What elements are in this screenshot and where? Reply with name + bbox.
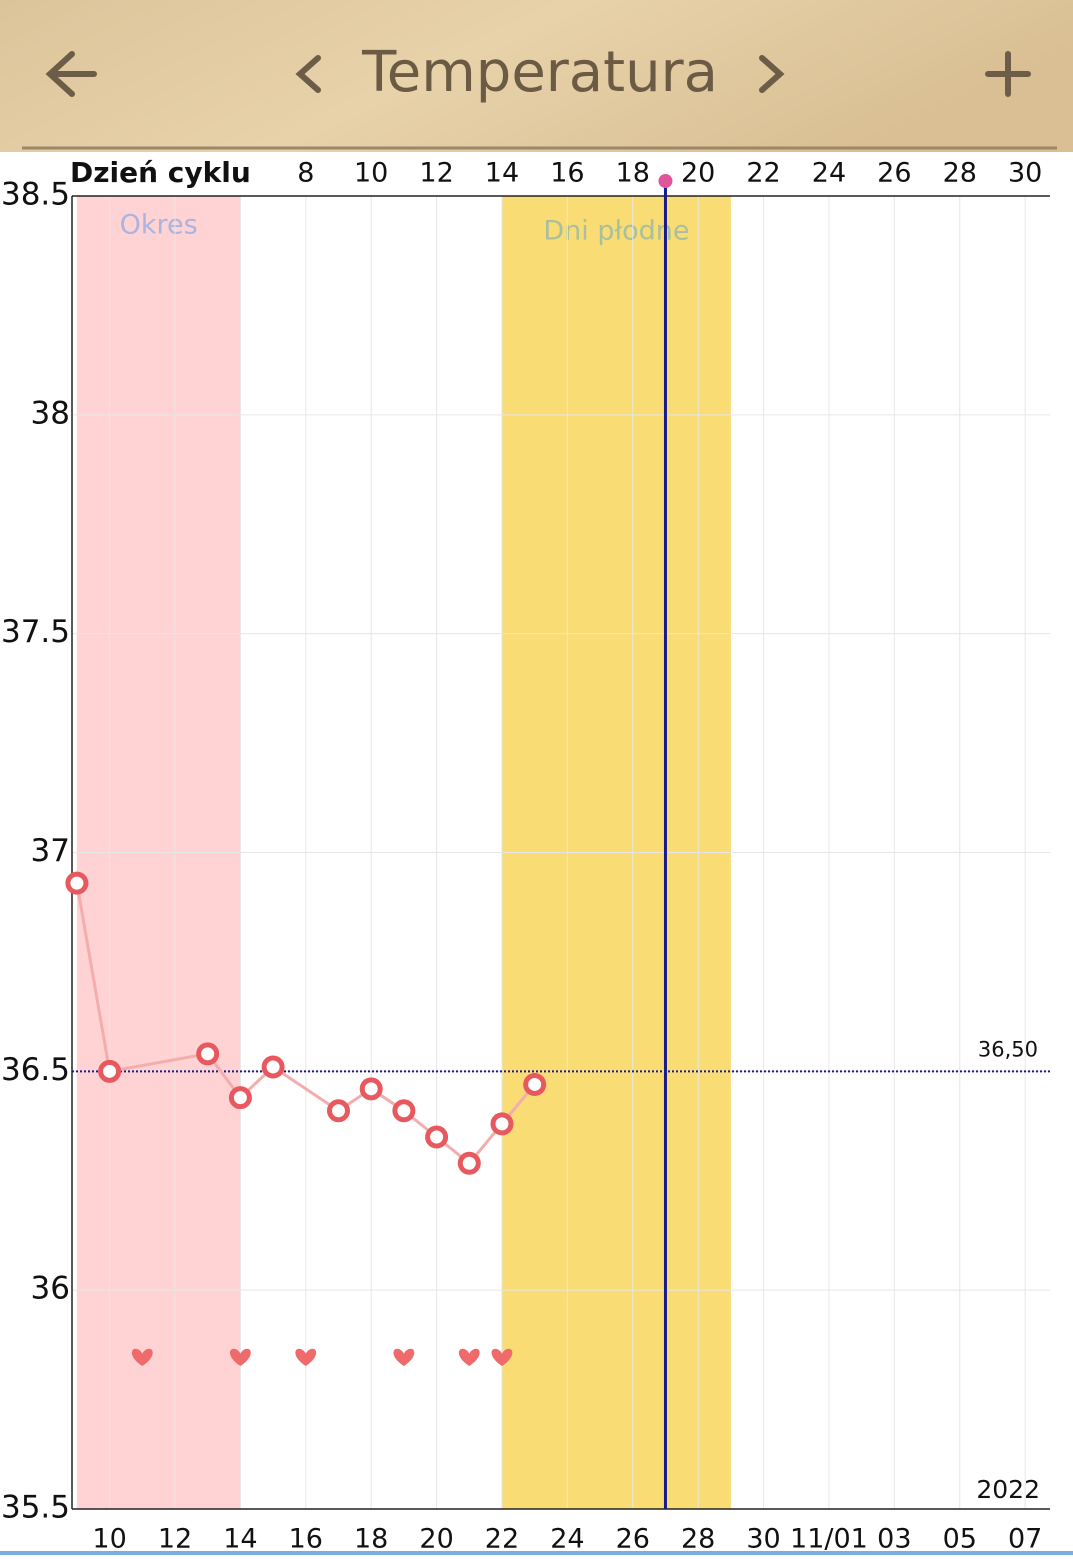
x-tick-label: 24 xyxy=(550,1524,584,1555)
x-top-tick-label: 14 xyxy=(485,158,519,189)
x-top-tick-label: 12 xyxy=(419,158,453,189)
x-top-tick-label: 18 xyxy=(616,158,650,189)
y-tick-label: 35.5 xyxy=(1,1490,70,1526)
temperature-point xyxy=(523,1072,547,1096)
y-tick-label: 38.5 xyxy=(1,177,70,213)
x-tick-label: 26 xyxy=(616,1524,650,1555)
x-tick-label: 05 xyxy=(943,1524,977,1555)
x-top-tick-label: 10 xyxy=(354,158,388,189)
header-title: Temperatura xyxy=(361,40,718,105)
x-top-tick-label: 20 xyxy=(681,158,715,189)
y-tick-label: 38 xyxy=(31,395,70,431)
temperature-point xyxy=(359,1077,383,1101)
heart xyxy=(295,1348,317,1366)
band-label: Okres xyxy=(120,210,198,241)
x-top-tick-label: 28 xyxy=(943,158,977,189)
header-bar xyxy=(0,0,1073,152)
x-tick-label: 22 xyxy=(485,1524,519,1555)
temperature-point xyxy=(392,1099,416,1123)
y-tick-label: 36 xyxy=(31,1271,70,1307)
temperature-point xyxy=(65,871,89,895)
back-button[interactable] xyxy=(45,51,97,97)
x-top-tick-label: 24 xyxy=(812,158,846,189)
heart xyxy=(229,1348,251,1366)
y-tick-label: 37 xyxy=(31,833,70,869)
today-dot xyxy=(658,174,673,188)
band-label: Dni płodne xyxy=(543,216,689,247)
x-top-tick-label: 26 xyxy=(877,158,911,189)
chart: Okres Dni płodne 35.5 36 36.5 37 37.5 38 38.5 10 1… xyxy=(1,156,1050,1555)
temperature-point xyxy=(490,1112,514,1136)
x-tick-label: 16 xyxy=(289,1524,323,1555)
x-top-tick-label: 8 xyxy=(297,158,314,189)
x-axis-title: Dzień cyklu xyxy=(70,156,251,189)
heart xyxy=(491,1348,513,1366)
heart xyxy=(458,1348,480,1366)
x-tick-label: 07 xyxy=(1008,1524,1042,1555)
temperature-point xyxy=(98,1059,122,1083)
temperature-point xyxy=(261,1055,285,1079)
next-button[interactable] xyxy=(759,55,785,93)
reference-label: 36,50 xyxy=(978,1037,1038,1061)
temperature-point xyxy=(425,1125,449,1149)
temperature-point xyxy=(196,1042,220,1066)
x-tick-label: 20 xyxy=(419,1524,453,1555)
heart xyxy=(131,1348,153,1366)
x-tick-label: 28 xyxy=(681,1524,715,1555)
add-button[interactable] xyxy=(985,51,1031,97)
bottom-edge xyxy=(0,1551,1073,1555)
x-tick-label: 11/01 xyxy=(790,1524,868,1555)
heart xyxy=(393,1348,415,1366)
x-top-tick-label: 22 xyxy=(746,158,780,189)
y-tick-label: 36.5 xyxy=(1,1052,70,1088)
x-tick-label: 12 xyxy=(158,1524,192,1555)
x-top-tick-label: 16 xyxy=(550,158,584,189)
x-tick-label: 14 xyxy=(223,1524,257,1555)
year-label: 2022 xyxy=(976,1475,1040,1504)
temperature-point xyxy=(228,1086,252,1110)
x-tick-label: 10 xyxy=(92,1524,126,1555)
x-tick-label: 18 xyxy=(354,1524,388,1555)
prev-button[interactable] xyxy=(295,55,321,93)
x-top-tick-label: 30 xyxy=(1008,158,1042,189)
temperature-point xyxy=(326,1099,350,1123)
x-tick-label: 30 xyxy=(746,1524,780,1555)
y-tick-label: 37.5 xyxy=(1,614,70,650)
temperature-point xyxy=(457,1151,481,1175)
x-tick-label: 03 xyxy=(877,1524,911,1555)
